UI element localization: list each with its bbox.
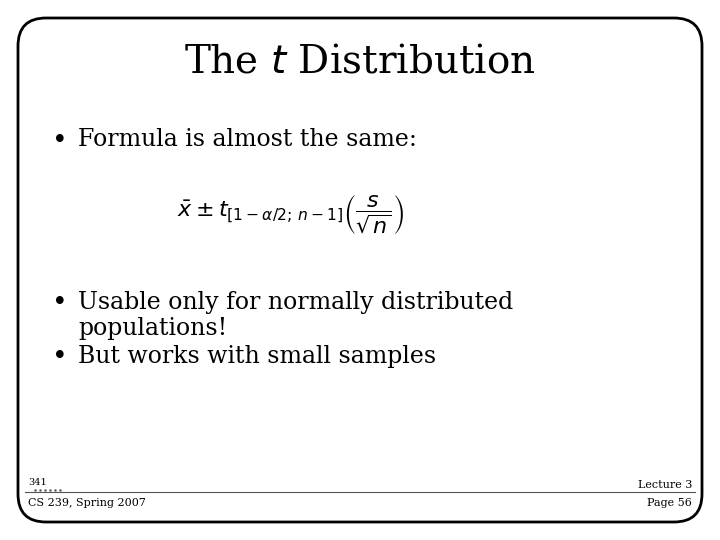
Text: The $\it{t}$ Distribution: The $\it{t}$ Distribution [184, 44, 536, 80]
Text: •: • [52, 345, 68, 369]
Text: $\bar{x} \pm t_{[1-\alpha/2;\, n-1]}\left(\dfrac{s}{\sqrt{n}}\right)$: $\bar{x} \pm t_{[1-\alpha/2;\, n-1]}\lef… [176, 193, 403, 237]
Text: 341: 341 [28, 478, 47, 487]
Text: Lecture 3: Lecture 3 [638, 480, 692, 490]
FancyBboxPatch shape [18, 18, 702, 522]
Text: populations!: populations! [78, 316, 228, 340]
Text: But works with small samples: But works with small samples [78, 346, 436, 368]
Text: Formula is almost the same:: Formula is almost the same: [78, 129, 417, 152]
Text: •: • [52, 127, 68, 152]
Text: Page 56: Page 56 [647, 498, 692, 508]
Text: •: • [52, 289, 68, 314]
Text: Usable only for normally distributed: Usable only for normally distributed [78, 291, 513, 314]
Text: CS 239, Spring 2007: CS 239, Spring 2007 [28, 498, 146, 508]
